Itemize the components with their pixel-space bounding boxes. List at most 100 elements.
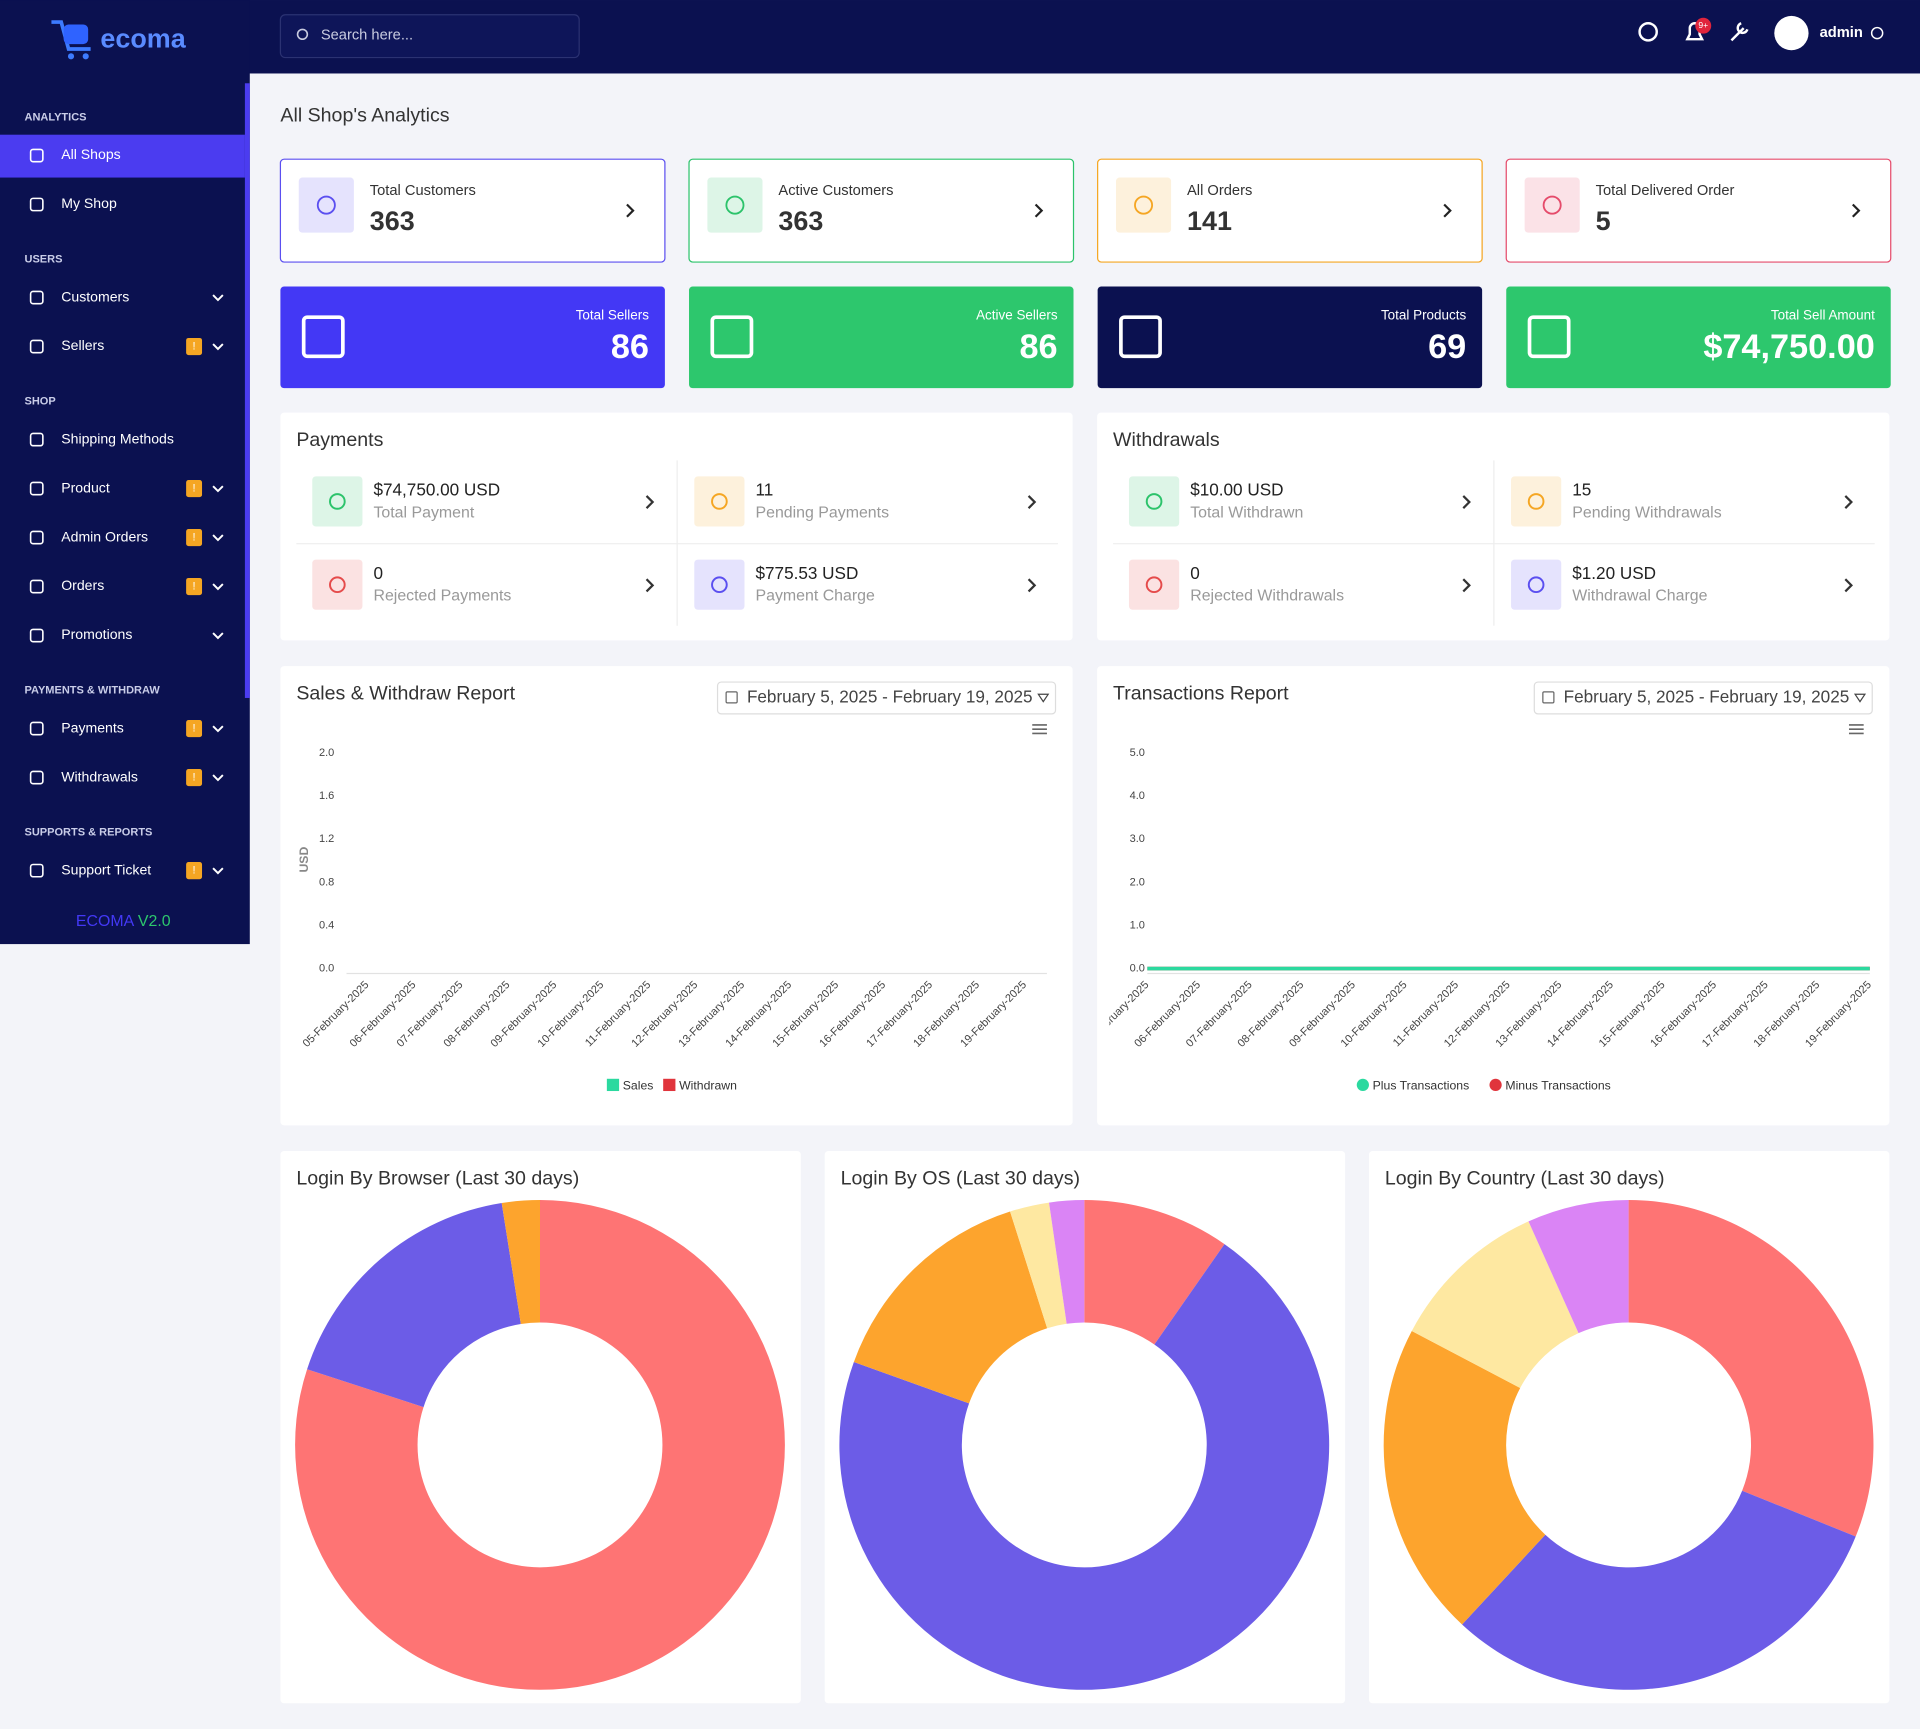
y-tick-label: 4.0 <box>1130 790 1145 802</box>
stat-icon-box <box>298 177 354 233</box>
menu-item[interactable]: Promotions <box>29 626 133 643</box>
date-range-picker[interactable] <box>716 681 1057 715</box>
y-tick-label: 0.8 <box>319 876 334 888</box>
badge <box>186 577 203 596</box>
item-label: Total Payment <box>373 504 474 521</box>
panel-item[interactable]: 11 Pending Payments <box>694 476 890 527</box>
expand-icon <box>212 294 224 302</box>
item-icon <box>1145 576 1163 594</box>
menu-item[interactable]: Sellers! <box>29 337 203 356</box>
chart-title: Transactions Report <box>1113 682 1289 704</box>
pie-slice <box>1462 1490 1856 1690</box>
stat-icon-box <box>1116 177 1172 233</box>
item-label: Rejected Withdrawals <box>1190 588 1344 605</box>
date-range-picker[interactable] <box>1533 681 1873 715</box>
pie-slice <box>1383 1330 1546 1625</box>
pie-slice <box>853 1211 1048 1404</box>
stat-icon-box <box>707 177 763 233</box>
summary-card[interactable] <box>1097 286 1483 389</box>
user-menu-icon[interactable] <box>1870 26 1884 40</box>
item-value: 0 <box>373 563 383 583</box>
chart-title: Login By Browser (Last 30 days) <box>296 1167 579 1189</box>
summary-icon <box>710 315 754 359</box>
panel-item[interactable]: $775.53 USD Payment Charge <box>694 559 875 610</box>
pie-slice <box>1628 1200 1874 1537</box>
summary-card[interactable] <box>1506 286 1891 389</box>
menu-item[interactable]: Payments! <box>29 719 203 738</box>
item-label: Pending Withdrawals <box>1572 504 1721 521</box>
item-icon-box <box>1511 559 1562 610</box>
search-box[interactable] <box>279 14 580 59</box>
panel-item[interactable]: 15 Pending Withdrawals <box>1511 476 1722 527</box>
menu-item[interactable]: Support Ticket! <box>29 861 203 880</box>
calendar-icon <box>725 691 738 704</box>
calendar-icon <box>1542 691 1555 704</box>
stat-card[interactable] <box>688 158 1075 263</box>
menu-item[interactable]: All Shops <box>0 134 245 178</box>
expand-icon <box>212 485 224 493</box>
menu-icon <box>29 290 44 305</box>
stat-card[interactable] <box>1097 158 1483 263</box>
date-range: February 5, 2025 - February 19, 2025 <box>1564 687 1850 707</box>
legend-label: Withdrawn <box>679 1078 737 1092</box>
summary-icon <box>301 315 345 359</box>
panel-item[interactable]: 0 Rejected Payments <box>312 559 511 610</box>
item-icon-box <box>312 476 363 527</box>
chevron <box>1027 495 1037 509</box>
item-value: 15 <box>1572 480 1591 500</box>
chart-title: Login By OS (Last 30 days) <box>841 1167 1080 1189</box>
menu-label: Promotions <box>61 626 132 642</box>
item-icon-box <box>694 559 745 610</box>
active-highlight <box>0 134 245 178</box>
menu-item[interactable]: Orders! <box>29 577 203 596</box>
user-name[interactable]: admin <box>1820 25 1863 41</box>
stat-value: 5 <box>1596 206 1611 236</box>
stat-label: Total Customers <box>370 183 476 199</box>
settings-icon[interactable] <box>1730 22 1749 42</box>
summary-label: Active Sellers <box>976 307 1058 322</box>
language-icon[interactable] <box>1638 22 1658 42</box>
legend-marker <box>1489 1078 1502 1092</box>
item-icon-box <box>1128 559 1180 610</box>
menu-label: Product <box>61 479 110 495</box>
chart-title: Sales & Withdraw Report <box>296 682 515 704</box>
panel-item[interactable]: $1.20 USD Withdrawal Charge <box>1511 559 1708 610</box>
menu-item[interactable]: My Shop <box>29 195 117 212</box>
chart-menu[interactable] <box>1032 724 1047 735</box>
menu-label: Support Ticket <box>61 861 151 877</box>
panel-item[interactable]: $74,750.00 USD Total Payment <box>312 476 500 527</box>
menu-item[interactable]: Withdrawals! <box>29 768 203 787</box>
y-tick-label: 0.0 <box>319 962 334 974</box>
chevron <box>1851 203 1861 218</box>
version-number: V2.0 <box>138 913 171 930</box>
menu-label: Customers <box>61 288 129 304</box>
y-tick-label: 1.0 <box>1130 919 1145 931</box>
stat-card[interactable] <box>1505 158 1892 263</box>
menu-icon <box>29 770 44 785</box>
version: ECOMA V2.0 <box>76 913 171 930</box>
stat-card[interactable] <box>279 158 666 263</box>
summary-icon <box>1527 315 1571 359</box>
menu-label: Payments <box>61 719 124 735</box>
item-label: Rejected Payments <box>373 588 511 605</box>
avatar[interactable] <box>1774 15 1809 51</box>
expand-icon <box>212 725 224 733</box>
item-label: Withdrawal Charge <box>1572 588 1707 605</box>
panel-item[interactable]: 0 Rejected Withdrawals <box>1128 559 1344 610</box>
menu-label: Admin Orders <box>61 528 148 544</box>
chart-menu[interactable] <box>1848 724 1864 735</box>
menu-item[interactable]: Product! <box>29 479 203 498</box>
summary-card[interactable] <box>280 286 665 389</box>
item-label: Pending Payments <box>756 504 890 521</box>
badge <box>186 337 203 356</box>
summary-label: Total Sell Amount <box>1771 307 1875 322</box>
summary-card[interactable] <box>689 286 1074 389</box>
menu-item[interactable]: Shipping Methods <box>29 430 174 447</box>
scrollbar <box>244 83 250 698</box>
y-tick-label: 2.0 <box>1130 876 1145 888</box>
panel-item[interactable]: $10.00 USD Total Withdrawn <box>1128 476 1303 527</box>
menu-item[interactable]: Admin Orders! <box>29 528 203 547</box>
menu-item[interactable]: Customers <box>29 288 130 305</box>
date-caret <box>1853 693 1867 703</box>
section-title: SHOP <box>24 396 55 408</box>
